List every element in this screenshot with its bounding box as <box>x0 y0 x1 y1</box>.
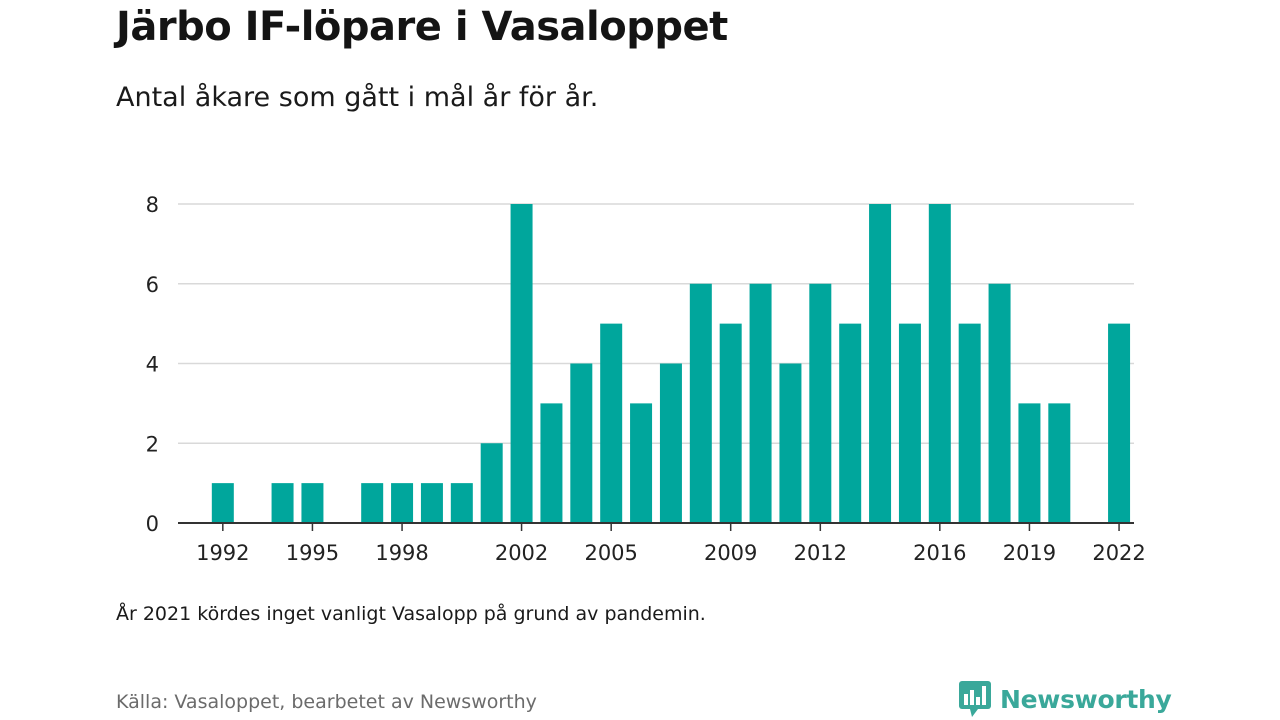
bar-1994 <box>271 483 294 523</box>
bar-2010 <box>749 283 772 523</box>
bar-1998 <box>391 483 414 523</box>
bar-2016 <box>928 204 951 523</box>
x-tick-label: 2009 <box>704 541 757 565</box>
bar-2005 <box>600 323 623 523</box>
y-tick-label: 2 <box>146 432 159 456</box>
chart-note: År 2021 kördes inget vanligt Vasalopp på… <box>116 603 706 625</box>
chart-subtitle: Antal åkare som gått i mål år för år. <box>116 82 599 113</box>
y-tick-label: 6 <box>146 273 159 297</box>
bar-2017 <box>958 323 981 523</box>
bar-2022 <box>1108 323 1131 523</box>
bar-1995 <box>301 483 324 523</box>
bar-1999 <box>420 483 443 523</box>
bar-2001 <box>480 443 503 523</box>
y-tick-label: 0 <box>146 512 159 536</box>
bar-2013 <box>839 323 862 523</box>
bar-2018 <box>988 283 1011 523</box>
bar-2008 <box>689 283 712 523</box>
bar-2015 <box>898 323 921 523</box>
bar-2012 <box>809 283 832 523</box>
bar-1992 <box>211 483 234 523</box>
bars <box>211 204 1131 523</box>
newsworthy-logo-icon <box>959 681 991 717</box>
y-axis-ticks: 0 2 4 6 8 <box>146 193 159 536</box>
x-tick-label: 1992 <box>196 541 249 565</box>
bar-2004 <box>570 363 593 523</box>
x-tick-label: 2022 <box>1092 541 1145 565</box>
bar-2006 <box>630 403 653 523</box>
x-tick-label: 2016 <box>913 541 966 565</box>
y-tick-label: 4 <box>146 353 159 377</box>
x-tick-label: 1998 <box>375 541 428 565</box>
source-text: Källa: Vasaloppet, bearbetet av Newswort… <box>116 691 537 713</box>
bar-2007 <box>659 363 682 523</box>
bar-2014 <box>869 204 892 523</box>
bar-2009 <box>719 323 742 523</box>
bar-2003 <box>540 403 563 523</box>
bar-2011 <box>779 363 802 523</box>
x-tick-label: 2005 <box>584 541 637 565</box>
x-tick-label: 2012 <box>794 541 847 565</box>
bar-chart: 0 2 4 6 8 1992 1995 1998 2002 2005 2009 2012 2016 20… <box>146 193 1146 565</box>
logo-wordmark: Newsworthy <box>1000 684 1172 714</box>
x-axis-ticks: 1992 1995 1998 2002 2005 2009 2012 2016 2019 2022 <box>196 523 1146 565</box>
bar-1997 <box>361 483 384 523</box>
chart-title: Järbo IF-löpare i Vasaloppet <box>116 4 728 50</box>
y-tick-label: 8 <box>146 193 159 217</box>
bar-2000 <box>450 483 473 523</box>
x-tick-label: 1995 <box>286 541 339 565</box>
bar-2020 <box>1048 403 1071 523</box>
newsworthy-logo: Newsworthy <box>958 680 1172 718</box>
x-tick-label: 2019 <box>1003 541 1056 565</box>
x-tick-label: 2002 <box>495 541 548 565</box>
bar-2002 <box>510 204 533 523</box>
bar-2019 <box>1018 403 1041 523</box>
